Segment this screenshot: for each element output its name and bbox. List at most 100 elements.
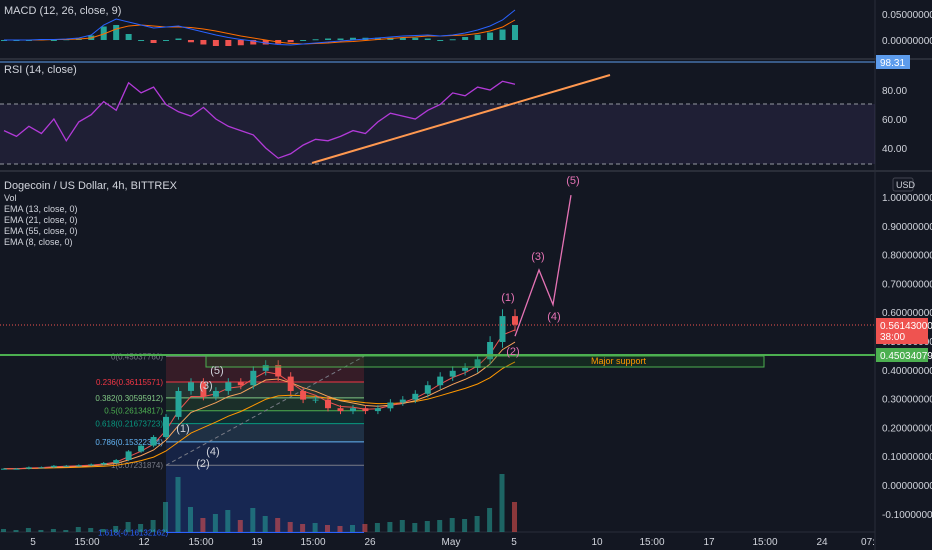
volume-bar [499, 474, 505, 532]
fib-level-label: 0.786(0.15322334) [95, 438, 163, 447]
fib-band [166, 382, 364, 398]
macd-histogram-bar [474, 34, 481, 40]
wave-label: (3) [531, 251, 544, 263]
legend-ema-55: EMA (55, close, 0) [4, 226, 78, 236]
wave-label: (3) [199, 380, 212, 392]
candle-body [462, 367, 469, 371]
volume-bar [50, 529, 56, 532]
candle-body [50, 465, 57, 468]
macd-histogram-bar [150, 40, 157, 43]
macd-histogram-bar [300, 40, 307, 41]
macd-histogram-bar [399, 37, 406, 40]
price-tick: 0.60000000 [882, 308, 932, 319]
macd-pane[interactable]: MACD (12, 26, close, 9) 0.05000000 0.000… [1, 5, 932, 47]
price-tick: 0.70000000 [882, 279, 932, 290]
wave-label: (5) [566, 175, 579, 187]
volume-bar [437, 520, 443, 532]
macd-histogram-bar [487, 32, 494, 40]
time-tick: 15:00 [74, 537, 99, 548]
time-tick: 07: [861, 537, 875, 548]
wave-projection-line[interactable] [514, 194, 572, 337]
fib-band [166, 397, 364, 411]
candle-body [350, 408, 356, 412]
rsi-pane[interactable]: RSI (14, close) 98.31 80.00 60.00 40.00 [0, 55, 910, 165]
candle-body [100, 463, 107, 465]
volume-bar [412, 523, 418, 532]
time-tick: 15:00 [639, 537, 664, 548]
candle-body [474, 359, 481, 368]
price-tick: 0.20000000 [882, 423, 932, 434]
macd-histogram-bar [250, 40, 257, 45]
volume-bars [1, 474, 517, 532]
volume-bar [337, 526, 343, 532]
fib-band [166, 423, 364, 442]
macd-histogram-bar [374, 37, 381, 40]
volume-bar [300, 524, 306, 532]
volume-bar [25, 528, 31, 532]
countdown-label: 38:00 [880, 332, 905, 343]
price-pane[interactable]: Dogecoin / US Dollar, 4h, BITTREX Vol EM… [0, 175, 932, 548]
candle-body [1, 468, 7, 470]
price-tick: 0.90000000 [882, 222, 932, 233]
price-tick: 1.00000000 [882, 193, 932, 204]
volume-bar [424, 521, 430, 532]
ema-55-line [4, 361, 516, 470]
candle-body [113, 460, 120, 463]
time-tick: May [442, 537, 461, 548]
current-price-badge [876, 318, 928, 344]
macd-histogram-bar [412, 37, 419, 40]
time-tick: 5 [511, 537, 517, 548]
rsi-trendline[interactable] [311, 74, 611, 164]
macd-histogram-bar [337, 38, 344, 40]
time-tick: 15:00 [188, 537, 213, 548]
price-tick: 0.30000000 [882, 395, 932, 406]
candle-body [399, 399, 406, 403]
time-tick: 15:00 [300, 537, 325, 548]
time-tick: 12 [138, 537, 150, 548]
volume-bar [350, 525, 355, 532]
legend-ema-13: EMA (13, close, 0) [4, 204, 78, 214]
support-zone[interactable] [205, 355, 765, 368]
macd-histogram-bar [462, 37, 469, 40]
macd-histogram-bar [138, 40, 145, 41]
macd-histogram-bar [512, 25, 518, 40]
candle-body [499, 316, 506, 342]
candle-body [262, 365, 269, 371]
candle-body [424, 385, 431, 394]
volume-bar [237, 520, 243, 532]
volume-bar [163, 502, 168, 532]
fib-band [166, 441, 364, 466]
candle-body [412, 393, 419, 400]
volume-bar [188, 507, 193, 532]
volume-bar [38, 530, 44, 532]
time-axis[interactable]: 5 15:00 12 15:00 19 15:00 26 May 5 10 15:00 17 15:00… [30, 537, 875, 548]
macd-histogram-bar [312, 39, 319, 41]
volume-bar [125, 522, 131, 532]
time-tick: 26 [364, 537, 376, 548]
macd-histogram-bar [287, 40, 294, 43]
wave-label: (4) [547, 311, 560, 323]
macd-histogram-bar [175, 38, 182, 40]
macd-histogram-bar [424, 38, 431, 40]
fib-level-label: 0.382(0.30595912) [95, 394, 163, 403]
rsi-tick-80: 80.00 [882, 86, 907, 97]
volume-bar [1, 529, 6, 532]
macd-histogram-bar [100, 26, 107, 40]
candle-body [138, 445, 145, 452]
currency-badge[interactable] [892, 177, 914, 192]
candle-body [63, 465, 70, 467]
candle-body [337, 408, 344, 412]
wave-label: (1) [501, 292, 514, 304]
current-price-label: 0.56143000 [880, 321, 932, 332]
volume-bar [474, 516, 480, 532]
rsi-line [3, 80, 516, 159]
price-title: Dogecoin / US Dollar, 4h, BITTREX [4, 180, 178, 192]
macd-histogram-bar [163, 40, 170, 41]
volume-bar [88, 528, 94, 532]
volume-bar [287, 522, 293, 532]
macd-histogram-bar [325, 38, 332, 40]
macd-title: MACD (12, 26, close, 9) [4, 5, 121, 17]
volume-bar [325, 525, 330, 532]
